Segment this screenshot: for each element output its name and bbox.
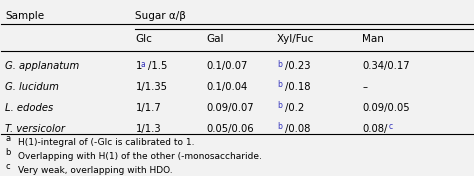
Text: Gal: Gal xyxy=(206,34,224,44)
Text: /0.08: /0.08 xyxy=(285,124,310,134)
Text: Very weak, overlapping with HDO.: Very weak, overlapping with HDO. xyxy=(18,166,173,175)
Text: Man: Man xyxy=(362,34,384,44)
Text: 1/1.3: 1/1.3 xyxy=(136,124,161,134)
Text: 0.09/0.07: 0.09/0.07 xyxy=(206,103,254,113)
Text: 1: 1 xyxy=(136,61,142,71)
Text: c: c xyxy=(388,122,392,131)
Text: –: – xyxy=(362,82,367,92)
Text: Sugar α/β: Sugar α/β xyxy=(136,11,186,21)
Text: G. applanatum: G. applanatum xyxy=(5,61,80,71)
Text: 0.1/0.04: 0.1/0.04 xyxy=(206,82,247,92)
Text: /1.5: /1.5 xyxy=(148,61,167,71)
Text: /0.23: /0.23 xyxy=(285,61,310,71)
Text: b: b xyxy=(277,101,282,110)
Text: Glc: Glc xyxy=(136,34,152,44)
Text: 0.09/0.05: 0.09/0.05 xyxy=(362,103,410,113)
Text: b: b xyxy=(277,80,282,89)
Text: G. lucidum: G. lucidum xyxy=(5,82,59,92)
Text: L. edodes: L. edodes xyxy=(5,103,54,113)
Text: 0.08/: 0.08/ xyxy=(362,124,388,134)
Text: 1/1.7: 1/1.7 xyxy=(136,103,161,113)
Text: a: a xyxy=(141,59,146,68)
Text: /0.18: /0.18 xyxy=(285,82,310,92)
Text: 0.34/0.17: 0.34/0.17 xyxy=(362,61,410,71)
Text: T. versicolor: T. versicolor xyxy=(5,124,65,134)
Text: 1/1.35: 1/1.35 xyxy=(136,82,167,92)
Text: /0.2: /0.2 xyxy=(285,103,304,113)
Text: Overlapping with H(1) of the other (-monosaccharide.: Overlapping with H(1) of the other (-mon… xyxy=(18,152,262,161)
Text: Sample: Sample xyxy=(5,11,45,21)
Text: H(1)-integral of (-Glc is calibrated to 1.: H(1)-integral of (-Glc is calibrated to … xyxy=(18,138,194,147)
Text: Xyl/Fuc: Xyl/Fuc xyxy=(277,34,315,44)
Text: b: b xyxy=(277,122,282,131)
Text: b: b xyxy=(277,59,282,68)
Text: 0.05/0.06: 0.05/0.06 xyxy=(206,124,254,134)
Text: b: b xyxy=(5,147,11,156)
Text: 0.1/0.07: 0.1/0.07 xyxy=(206,61,247,71)
Text: c: c xyxy=(5,162,10,171)
Text: a: a xyxy=(5,134,10,143)
